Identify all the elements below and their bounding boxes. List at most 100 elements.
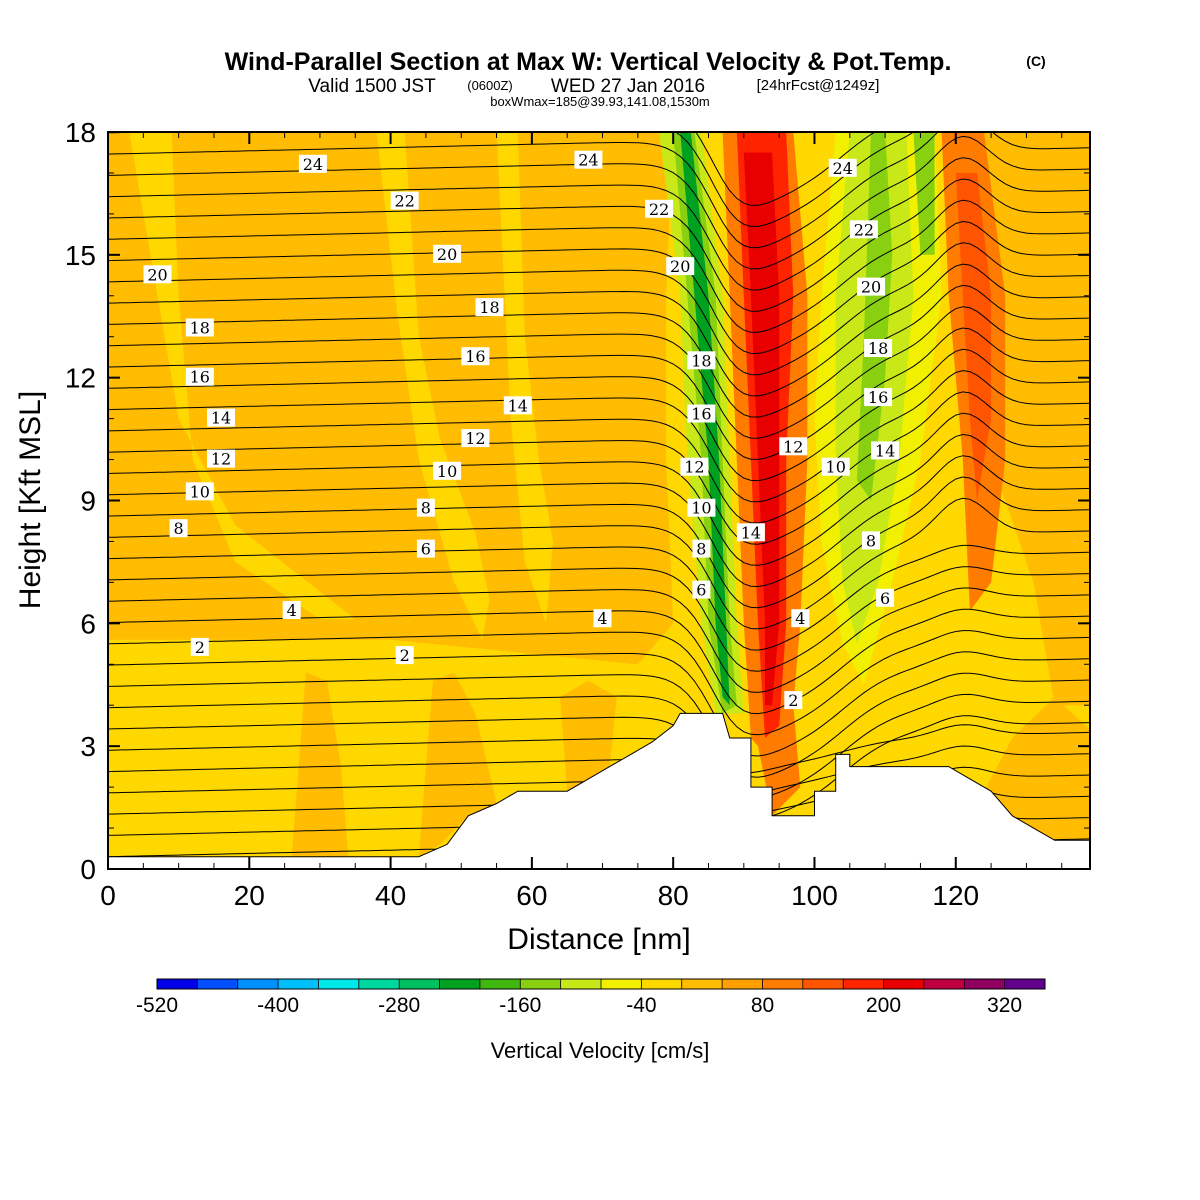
colorbar-swatch: [197, 979, 239, 989]
contour-label-box: [791, 609, 810, 628]
downdraft-right-green: [856, 132, 893, 501]
contour-label: 20: [147, 265, 167, 284]
contour-label-box: [857, 277, 885, 296]
contour-label: 12: [465, 429, 485, 448]
contour-label: 24: [833, 159, 853, 178]
contour-label-box: [593, 609, 612, 628]
x-axis: 0 20 40 60 80 100 120: [100, 132, 1063, 911]
y-tick-label: 15: [65, 240, 96, 271]
colorbar-swatch: [964, 979, 1006, 989]
updraft-right-red: [955, 172, 992, 501]
contour-label: 6: [421, 540, 431, 559]
x-axis-label: Distance [nm]: [507, 923, 690, 956]
contour-label: 14: [741, 523, 761, 542]
colorbar-swatch: [681, 979, 723, 989]
contour-label-box: [864, 388, 893, 407]
contour-label: 8: [174, 519, 184, 538]
colorbar-swatch: [237, 979, 279, 989]
theta-contour: [108, 178, 1090, 312]
contour-label: 24: [578, 151, 598, 170]
contour-label-box: [207, 449, 235, 468]
vertical-velocity-field: [108, 132, 1090, 857]
theta-contour: [108, 455, 1090, 588]
contour-label: 12: [783, 437, 803, 456]
contour-label-box: [736, 523, 765, 542]
contour-label-box: [461, 347, 490, 366]
subtitle-box: boxWmax=185@39.93,141.08,1530m: [490, 94, 710, 109]
terrain: [108, 713, 1090, 869]
colorbar-label: Vertical Velocity [cm/s]: [491, 1038, 710, 1063]
contour-label: 12: [211, 450, 231, 469]
theta-contour: [108, 497, 1090, 630]
contour-label-box: [207, 408, 235, 427]
subtitle-forecast: [24hrFcst@1249z]: [757, 77, 880, 94]
contour-label: 18: [479, 298, 499, 317]
y-tick-label: 12: [65, 363, 96, 394]
colorbar-tick-label: -160: [499, 994, 541, 1017]
contour-label: 2: [788, 691, 798, 710]
contour-label: 2: [400, 646, 410, 665]
colorbar: [156, 978, 1046, 990]
contour-label: 20: [670, 257, 690, 276]
contour-label-box: [185, 482, 214, 501]
contour-label-box: [169, 519, 188, 538]
contour-label: 18: [868, 339, 888, 358]
colorbar-tick-label: -40: [626, 994, 656, 1017]
colorbar-swatch: [439, 979, 481, 989]
theta-contour: [108, 724, 1090, 774]
contour-label-box: [876, 588, 895, 607]
contour-label: 10: [826, 458, 846, 477]
theta-contour: [108, 348, 1090, 482]
contour-label: 10: [190, 482, 210, 501]
title-mark: (C): [1026, 53, 1045, 69]
colorbar-tick-label: -520: [136, 994, 178, 1017]
subtitle-valid: Valid 1500 JST: [308, 76, 436, 97]
contour-label-box: [416, 539, 435, 558]
contour-label-box: [190, 637, 209, 656]
contour-label-box: [461, 429, 490, 448]
colorbar-swatch: [157, 979, 198, 989]
yellow-streak-center: [496, 132, 554, 624]
contour-label-box: [862, 531, 880, 550]
colorbar-swatch: [1004, 979, 1046, 989]
colorbar-swatch: [802, 979, 844, 989]
contour-label: 16: [691, 405, 711, 424]
contour-label: 8: [696, 540, 706, 559]
contour-label-box: [864, 339, 893, 357]
colorbar-swatch: [278, 979, 319, 989]
contour-label-box: [574, 150, 603, 169]
contour-label: 4: [597, 609, 607, 628]
contour-label: 6: [696, 581, 706, 600]
colorbar-tick-label: -400: [257, 994, 299, 1017]
contour-label: 18: [190, 319, 210, 338]
contour-label-box: [680, 457, 709, 476]
contour-label: 8: [866, 531, 876, 550]
contour-label: 4: [287, 601, 297, 620]
contour-label: 4: [795, 609, 805, 628]
contour-label-box: [687, 351, 716, 370]
contour-label-box: [821, 457, 850, 476]
colorbar-ticks: -520 -400 -280 -160 -40 80 200 320: [136, 994, 1022, 1017]
contour-label: 12: [684, 458, 704, 477]
theta-contour: [108, 651, 1090, 757]
theta-contour: [108, 306, 1090, 439]
colorbar-swatch: [883, 979, 925, 989]
contour-label-box: [828, 158, 857, 177]
theta-contour: [108, 263, 1090, 397]
contour-label-box: [779, 437, 808, 456]
colorbar-tick-label: 320: [987, 994, 1022, 1017]
theta-contour: [108, 242, 1090, 376]
colorbar-swatch: [520, 979, 562, 989]
colorbar-tick-label: 200: [866, 994, 901, 1017]
contour-label-box: [390, 191, 419, 210]
colorbar-swatch: [318, 979, 360, 989]
contour-label: 2: [195, 638, 205, 657]
contour-label-box: [433, 244, 462, 263]
y-tick-label: 9: [80, 486, 96, 517]
x-tick-label: 100: [791, 880, 838, 911]
colorbar-tick-label: -280: [378, 994, 420, 1017]
contour-label-box: [687, 404, 716, 423]
contour-label: 16: [868, 388, 888, 407]
